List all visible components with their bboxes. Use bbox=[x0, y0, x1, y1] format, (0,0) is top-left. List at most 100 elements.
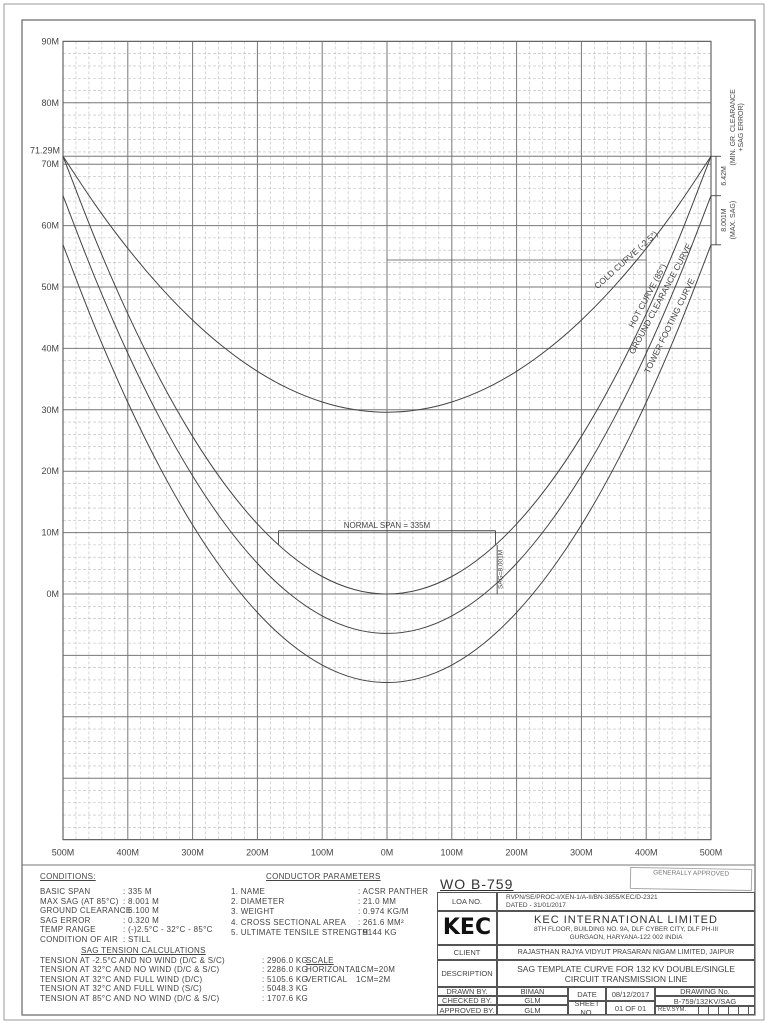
sheet-label: SHEET NO. bbox=[568, 999, 606, 1017]
x-tick-label: 200M bbox=[246, 848, 269, 858]
hot-curve bbox=[62, 156, 712, 595]
condition-value: : STILL bbox=[123, 935, 151, 944]
condition-value: : 0.320 M bbox=[123, 915, 160, 925]
x-tick-label: 200M bbox=[505, 848, 528, 858]
loa-dated: DATED - 31/01/2017 bbox=[506, 901, 566, 909]
description-label: DESCRIPTION bbox=[437, 960, 497, 987]
drawing-no-label: DRAWING No. bbox=[655, 987, 755, 996]
conductor-param-label: 5. ULTIMATE TENSILE STRENGTH bbox=[231, 927, 369, 937]
client-value: RAJASTHAN RAJYA VIDYUT PRASARAN NIGAM LI… bbox=[497, 945, 755, 960]
y-tick-label: 30M bbox=[41, 405, 59, 415]
tension-value: : 5105.6 KG bbox=[262, 974, 308, 984]
conductor-param-label: 4. CROSS SECTIONAL AREA bbox=[231, 917, 347, 927]
checked-by-value: GLM bbox=[497, 996, 568, 1005]
rev-sym-label: REV.SYM. bbox=[658, 1007, 687, 1013]
approved-by-value: GLM bbox=[497, 1005, 568, 1015]
condition-label: BASIC SPAN bbox=[40, 887, 91, 896]
x-tick-label: 100M bbox=[311, 848, 334, 858]
work-order: WO B-759 bbox=[440, 876, 514, 892]
x-tick-label: 300M bbox=[181, 848, 204, 858]
company-name: KEC INTERNATIONAL LIMITED bbox=[534, 914, 718, 926]
conductor-param-value: : ACSR PANTHER bbox=[358, 887, 429, 896]
ground-clearance-curve bbox=[62, 195, 712, 634]
y-tick-label: 60M bbox=[41, 221, 59, 231]
x-tick-label: 400M bbox=[635, 848, 658, 858]
x-tick-label: 400M bbox=[117, 848, 140, 858]
scale-value: 1CM=2M bbox=[356, 975, 391, 984]
sag-label: SAG=8.001M bbox=[497, 550, 504, 589]
dimension-note: +SAG ERROR) bbox=[738, 103, 745, 151]
tension-label: TENSION AT -2.5°C AND NO WIND (D/C & S/C… bbox=[40, 956, 225, 965]
loa-label: LOA NO. bbox=[437, 892, 497, 911]
y-tick-label: 20M bbox=[41, 466, 59, 476]
condition-label: TEMP RANGE bbox=[40, 925, 96, 935]
tension-value: : 2906.0 KG bbox=[262, 956, 308, 965]
tension-label: TENSION AT 32°C AND FULL WIND (S/C) bbox=[40, 984, 203, 994]
date-label: DATE bbox=[568, 987, 606, 1001]
conductor-param-value: : 261.6 MM² bbox=[358, 917, 404, 927]
sag-dimension-label: 8.001M bbox=[721, 208, 728, 232]
tension-label: TENSION AT 32°C AND NO WIND (D/C & S/C) bbox=[40, 965, 220, 975]
x-tick-label: 500M bbox=[52, 848, 75, 858]
tension-value: : 2286.0 KG bbox=[262, 965, 308, 975]
y-tick-label: 50M bbox=[41, 282, 59, 292]
approval-stamp: GENERALLY APPROVED bbox=[629, 866, 753, 892]
conductor-param-value: : 9144 KG bbox=[358, 927, 397, 937]
dimension-note: (MIN. GR. CLEARANCE bbox=[730, 89, 737, 166]
scale-label: VERTICAL bbox=[306, 975, 348, 984]
conductor-param-label: 1. NAME bbox=[231, 887, 266, 896]
description-line-1: SAG TEMPLATE CURVE FOR 132 KV DOUBLE/SIN… bbox=[517, 963, 735, 974]
x-tick-label: 100M bbox=[441, 848, 464, 858]
condition-label: GROUND CLEARANCE bbox=[40, 906, 132, 916]
loa-value: RVPN/SE/PROC-I/XEN-1/A-II/BN-3855/KEC/D-… bbox=[497, 892, 755, 911]
conductor-param-value: : 21.0 MM bbox=[358, 897, 397, 907]
rev-sym: REV.SYM. bbox=[655, 1006, 755, 1015]
tension-title: SAG TENSION CALCULATIONS bbox=[81, 946, 206, 955]
tension-label: TENSION AT 85°C AND NO WIND (D/C & S/C) bbox=[40, 993, 220, 1003]
y-tick-label: 0M bbox=[46, 589, 59, 599]
y-tick-label: 40M bbox=[41, 343, 59, 353]
dimension-note: (MAX. SAG) bbox=[730, 201, 737, 240]
company-address-2: GURGAON, HARYANA-122 002 INDIA bbox=[569, 934, 683, 941]
x-tick-label: 300M bbox=[570, 848, 593, 858]
condition-value: : 335 M bbox=[123, 887, 152, 896]
scale-label: HORIZONTAL bbox=[306, 965, 360, 974]
tension-value: : 5048.3 KG bbox=[262, 984, 308, 994]
normal-span-label: NORMAL SPAN = 335M bbox=[344, 521, 431, 530]
condition-label: SAG ERROR bbox=[40, 915, 91, 925]
cold-curve bbox=[62, 156, 712, 413]
kec-logo: KEC bbox=[437, 911, 497, 945]
special-y-label: 71.29M bbox=[30, 145, 60, 155]
conductor-param-label: 3. WEIGHT bbox=[231, 907, 275, 917]
client-label: CLIENT bbox=[437, 945, 497, 960]
description-value: SAG TEMPLATE CURVE FOR 132 KV DOUBLE/SIN… bbox=[497, 960, 755, 987]
drawn-by-label: DRAWN BY. bbox=[437, 987, 497, 996]
drawing-frame bbox=[21, 19, 756, 1016]
condition-value: : 6.100 M bbox=[123, 906, 160, 916]
tension-label: TENSION AT 32°C AND FULL WIND (D/C) bbox=[40, 974, 203, 984]
approved-by-label: APPROVED BY. bbox=[437, 1005, 497, 1015]
date-value: 08/12/2017 bbox=[606, 987, 655, 1001]
checked-by-label: CHECKED BY. bbox=[437, 996, 497, 1005]
sheet-value: 01 OF 01 bbox=[606, 1001, 655, 1015]
condition-value: : (-)2.5°C - 32°C - 85°C bbox=[123, 925, 213, 935]
right-dimensions: 6.42M 8.001M (MAX. SAG) (MIN. GR. CLEARANCE… bbox=[711, 89, 745, 246]
normal-span-dimension: NORMAL SPAN = 335M SAG=8.001M bbox=[278, 521, 504, 594]
y-tick-label: 80M bbox=[41, 98, 59, 108]
condition-label: MAX SAG (AT 85°C) bbox=[40, 896, 119, 906]
y-tick-label: 10M bbox=[41, 528, 59, 538]
scale-title: SCALE bbox=[306, 956, 334, 965]
clearance-dimension-label: 6.42M bbox=[721, 166, 728, 186]
rev-sym-cells bbox=[689, 1007, 754, 1014]
plot-border bbox=[62, 40, 712, 841]
conditions-title: CONDITIONS: bbox=[40, 872, 96, 881]
drawn-by-value: BIMAN bbox=[497, 987, 568, 996]
conductor-title: CONDUCTOR PARAMETERS bbox=[266, 872, 381, 881]
conductor-param-value: : 0.974 KG/M bbox=[358, 907, 409, 917]
drawing-no-value: B-759/132KV/SAG bbox=[655, 996, 755, 1006]
tension-value: : 1707.6 KG bbox=[262, 993, 308, 1003]
y-tick-label: 90M bbox=[41, 36, 59, 46]
x-tick-label: 500M bbox=[700, 848, 723, 858]
conductor-param-label: 2. DIAMETER bbox=[231, 897, 285, 907]
